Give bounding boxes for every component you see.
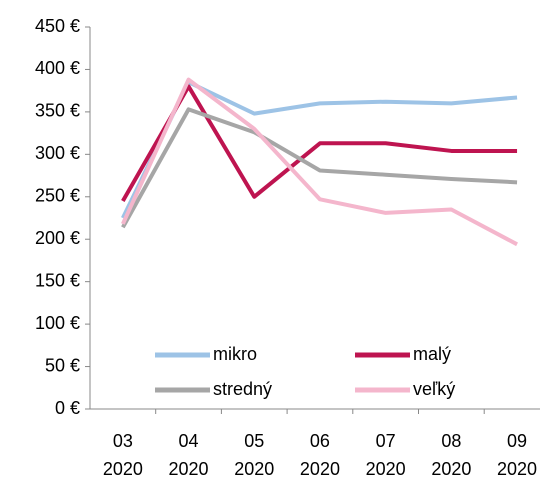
x-tick-label: 06 (310, 431, 330, 451)
y-tick-label: 150 € (35, 270, 80, 290)
legend-label: veľký (413, 379, 455, 399)
y-tick-label: 100 € (35, 313, 80, 333)
y-tick-label: 300 € (35, 143, 80, 163)
y-tick-label: 200 € (35, 228, 80, 248)
series-line (121, 84, 518, 203)
legend-label: stredný (213, 379, 272, 399)
x-tick-label: 05 (244, 431, 264, 451)
y-tick-label: 450 € (35, 16, 80, 36)
series-line (121, 77, 518, 247)
y-tick-label: 350 € (35, 101, 80, 121)
x-tick-label: 2020 (300, 459, 340, 479)
legend-label: mikro (213, 344, 257, 364)
x-tick-label: 2020 (497, 459, 537, 479)
x-tick-label: 04 (179, 431, 199, 451)
x-tick-label: 2020 (431, 459, 471, 479)
x-tick-label: 2020 (103, 459, 143, 479)
x-tick-label: 03 (113, 431, 133, 451)
series-line (121, 107, 518, 229)
x-tick-label: 2020 (169, 459, 209, 479)
legend-label: malý (413, 344, 451, 364)
y-tick-label: 400 € (35, 58, 80, 78)
y-tick-label: 0 € (55, 398, 80, 418)
x-tick-label: 08 (441, 431, 461, 451)
x-tick-label: 2020 (366, 459, 406, 479)
x-tick-label: 2020 (234, 459, 274, 479)
x-tick-label: 07 (376, 431, 396, 451)
y-tick-label: 250 € (35, 186, 80, 206)
x-tick-label: 09 (507, 431, 527, 451)
y-tick-label: 50 € (45, 355, 80, 375)
